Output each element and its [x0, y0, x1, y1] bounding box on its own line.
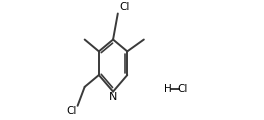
Text: N: N: [109, 92, 117, 102]
Text: Cl: Cl: [119, 2, 129, 12]
Text: Cl: Cl: [178, 84, 188, 94]
Text: Cl: Cl: [67, 106, 77, 116]
Text: H: H: [164, 84, 171, 94]
